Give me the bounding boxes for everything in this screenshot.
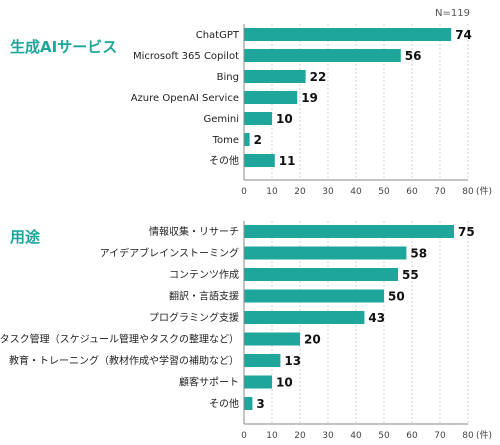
bar <box>244 154 275 167</box>
bar <box>244 133 250 146</box>
category-label: Gemini <box>203 114 239 125</box>
value-label: 56 <box>405 49 422 63</box>
bar <box>244 91 298 104</box>
bar <box>244 332 300 346</box>
category-label: その他 <box>209 397 239 410</box>
unit-label: (件) <box>476 429 492 441</box>
value-label: 3 <box>256 397 264 411</box>
value-label: 2 <box>254 133 262 147</box>
tick-label: 60 <box>406 187 418 197</box>
category-label: 教育・トレーニング（教材作成や学習の補助など） <box>9 354 239 367</box>
bar <box>244 246 407 260</box>
category-label: 翻訳・言語支援 <box>169 290 239 303</box>
category-label: コンテンツ作成 <box>169 269 239 281</box>
tick-label: 50 <box>378 431 390 441</box>
tick-label: 40 <box>350 187 362 197</box>
value-label: 55 <box>402 268 419 282</box>
bar <box>244 112 272 125</box>
value-label: 50 <box>388 290 405 304</box>
category-label: アイデアブレインストーミング <box>100 247 239 260</box>
category-label: ChatGPT <box>196 30 240 41</box>
tick-label: 20 <box>294 187 306 197</box>
unit-label: (件) <box>476 185 492 197</box>
chart-2-title: 用途 <box>10 228 41 246</box>
category-label: Tome <box>212 135 239 146</box>
bar <box>244 28 452 41</box>
category-label: Azure OpenAI Service <box>131 93 239 104</box>
bar <box>244 70 306 83</box>
tick-label: 70 <box>434 431 446 441</box>
category-label: 情報収集・リサーチ <box>149 225 239 238</box>
tick-label: 60 <box>406 431 418 441</box>
bar <box>244 311 365 324</box>
tick-label: 70 <box>434 187 446 197</box>
sample-size-note: N=119 <box>435 8 470 19</box>
value-label: 19 <box>301 91 318 105</box>
tick-label: 40 <box>350 431 362 441</box>
category-label: Bing <box>217 72 239 83</box>
tick-label: 80 <box>462 187 474 197</box>
bar <box>244 354 281 367</box>
value-label: 58 <box>410 247 427 261</box>
bar <box>244 268 398 281</box>
bar <box>244 375 272 389</box>
tick-label: 30 <box>322 431 334 441</box>
category-label: 日常のタスク管理（スケジュール管理やタスクの整理など） <box>0 333 239 346</box>
value-label: 75 <box>458 225 475 239</box>
tick-label: 0 <box>241 431 247 441</box>
tick-label: 30 <box>322 187 334 197</box>
chart-1-title: 生成AIサービス <box>10 38 118 56</box>
category-label: Microsoft 365 Copilot <box>133 51 239 62</box>
tick-label: 20 <box>294 431 306 441</box>
category-label: その他 <box>209 154 239 167</box>
tick-label: 10 <box>266 187 278 197</box>
value-label: 11 <box>279 154 296 168</box>
tick-label: 10 <box>266 431 278 441</box>
category-label: 顧客サポート <box>179 376 239 389</box>
tick-label: 80 <box>462 431 474 441</box>
bar <box>244 397 253 410</box>
value-label: 10 <box>276 376 293 390</box>
value-label: 22 <box>310 70 327 84</box>
value-label: 20 <box>304 333 321 347</box>
bar <box>244 225 454 238</box>
value-label: 10 <box>276 112 293 126</box>
category-label: プログラミング支援 <box>149 311 239 324</box>
bar <box>244 49 401 62</box>
tick-label: 0 <box>241 187 247 197</box>
value-label: 43 <box>368 311 385 325</box>
bar <box>244 289 384 303</box>
value-label: 13 <box>284 354 301 368</box>
value-label: 74 <box>455 28 472 42</box>
tick-label: 50 <box>378 187 390 197</box>
